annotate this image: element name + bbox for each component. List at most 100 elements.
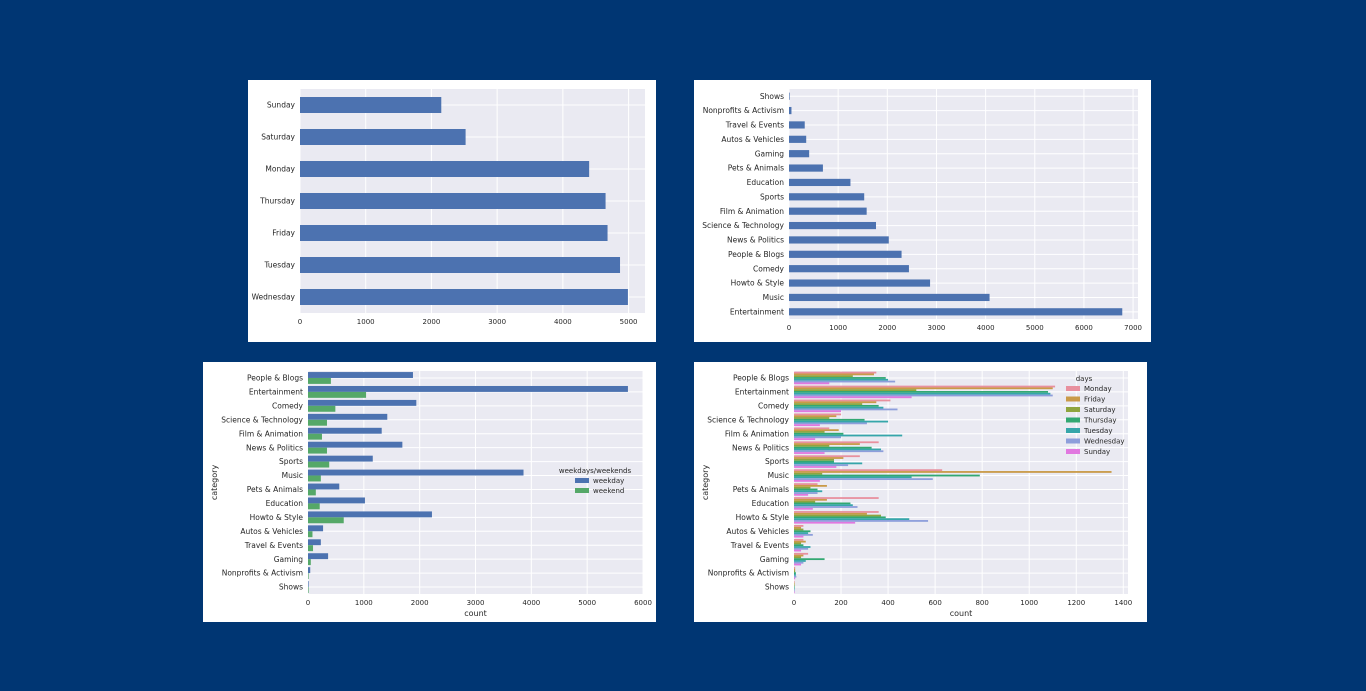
bar-autos-vehicles-wednesday [794,533,813,536]
y-tick-label: Gaming [755,149,785,158]
x-tick-label: 1200 [1067,599,1085,607]
bar-howto-style-saturday [794,514,882,517]
bar-news-politics-friday [794,443,860,445]
bar-pets-animals-weekend [308,489,316,496]
bar-music-saturday [794,472,823,475]
bar-film-animation-weekend [308,433,322,440]
bar-howto-style-monday [794,511,879,513]
bar-nonprofits-activism-monday [794,566,796,569]
bar-shows-saturday [794,584,795,587]
x-tick-label: 2000 [878,324,896,332]
x-tick-label: 1000 [829,324,847,332]
x-tick-label: 6000 [634,599,652,607]
x-tick-label: 4000 [554,318,572,326]
bar-shows-monday [794,580,795,583]
bar-comedy-saturday [794,403,863,405]
bar-education-sunday [794,507,813,510]
legend-swatch-friday [1066,396,1080,402]
bar-pets-animals-wednesday [794,492,818,494]
y-tick-label: Travel & Events [244,541,303,550]
bar-autos-vehicles [789,135,807,143]
bar-entertainment-thursday [794,391,1049,393]
bar-gaming-weekday [308,553,329,560]
bar-science-technology [789,221,877,230]
x-tick-label: 1000 [355,599,373,607]
x-tick-label: 0 [298,318,302,326]
bar-music-monday [794,469,943,472]
category-weekday-weekend-chart: 0 1000 2000 3000 4000 5000 6000 People & Blogs E… [203,362,656,622]
y-tick-label: Education [266,499,304,508]
legend-swatch-saturday [1066,407,1080,412]
bar-education-weekday [308,497,365,504]
legend: days Monday Friday Saturday Thursday Tuesday W… [1066,375,1125,456]
x-tick-label: 3000 [467,599,485,607]
bar-education-thursday [794,502,851,505]
bar-people-blogs-wednesday [794,380,896,383]
bar-news-politics-sunday [794,452,825,454]
x-tick-label: 200 [834,599,847,607]
day-count-chart: 0 1000 2000 3000 4000 5000 Sunday Saturday Monda… [248,80,656,342]
bar-news-politics-monday [794,441,879,444]
bar-news-politics-tuesday [794,448,882,451]
bar-news-politics-saturday [794,444,830,447]
x-tick-label: 1000 [357,318,375,326]
y-tick-label: Travel & Events [725,121,784,130]
bar-news-politics-wednesday [794,450,884,453]
bar-gaming [789,150,810,158]
bar-thursday [300,193,606,209]
x-tick-label: 400 [881,599,894,607]
bar-pets-animals-monday [794,483,818,485]
y-tick-label: Howto & Style [736,513,790,522]
bar-travel-events-weekend [308,545,314,552]
y-tick-label: Friday [272,229,295,238]
bar-science-technology-friday [794,415,837,418]
x-axis-label: count [464,609,487,618]
bar-science-technology-weekday [308,413,388,420]
y-tick-label: Shows [765,583,789,592]
y-tick-label: Music [282,471,303,480]
y-tick-label: Shows [279,583,303,592]
x-tick-label: 0 [787,324,791,332]
bar-people-blogs-tuesday [794,378,889,381]
bar-pets-animals-friday [794,484,827,487]
x-axis-label: count [950,609,973,618]
bar-nonprofits-activism [789,106,792,115]
y-tick-label: Science & Technology [702,221,784,230]
bar-education [789,178,851,187]
y-axis-label: category [210,465,219,501]
y-tick-label: Autos & Vehicles [726,527,789,536]
bar-pets-animals-sunday [794,493,809,496]
bar-film-animation-sunday [794,438,816,440]
bar-autos-vehicles-weekend [308,531,313,538]
legend-label-friday: Friday [1084,396,1105,404]
bar-saturday [300,129,466,145]
bar-music-weekday [308,469,524,476]
y-tick-label: Wednesday [252,293,296,302]
bar-nonprofits-activism-thursday [794,572,796,574]
bar-gaming-weekend [308,559,311,566]
bar-sports [789,193,865,201]
category-count-chart: 0 1000 2000 3000 4000 5000 6000 7000 Shows Nonpro… [694,80,1151,342]
bar-people-blogs-friday [794,373,874,376]
x-tick-label: 1000 [1020,599,1038,607]
bar-autos-vehicles-sunday [794,535,804,538]
bar-education-tuesday [794,504,853,507]
bar-film-animation-weekday [308,427,382,434]
bar-gaming-saturday [794,556,802,559]
y-tick-label: Entertainment [735,388,789,397]
y-tick-label: Nonprofits & Activism [708,569,789,578]
bar-entertainment-wednesday [794,394,1053,397]
bar-gaming-friday [794,554,804,557]
bar-nonprofits-activism-friday [794,568,796,571]
y-tick-label: Music [768,471,789,480]
bar-travel-events-weekday [308,539,321,546]
legend-label-thursday: Thursday [1083,417,1117,425]
bar-comedy-friday [794,401,877,404]
bar-people-blogs-thursday [794,377,886,379]
legend-swatch-thursday [1066,417,1080,423]
x-tick-label: 5000 [620,318,638,326]
bar-people-blogs-saturday [794,375,853,378]
legend-swatch-monday [1066,386,1080,391]
bar-travel-events-tuesday [794,546,811,548]
bar-gaming-wednesday [794,561,804,564]
